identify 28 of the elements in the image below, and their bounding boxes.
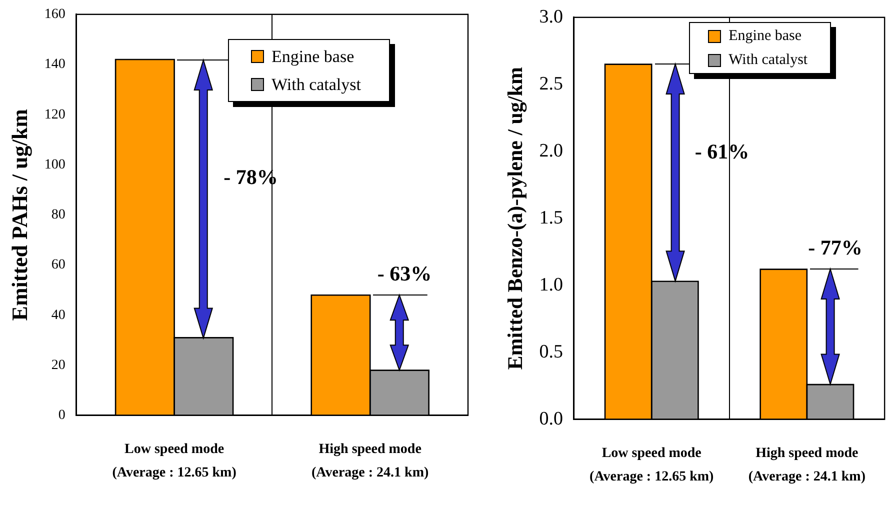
y-axis-title: Emitted PAHs / ug/km xyxy=(6,109,32,321)
x-tick-label: High speed mode (Average : 24.1 km) xyxy=(312,442,430,481)
y-tick-label: 100 xyxy=(44,157,66,172)
y-axis-title: Emitted Benzo-(a)-pylene / ug/km xyxy=(503,66,528,370)
y-tick-label: 2.5 xyxy=(539,73,563,94)
x-tick-label: High speed mode (Average : 24.1 km) xyxy=(748,446,866,485)
annotation: - 77% xyxy=(808,236,862,260)
y-tick-label: 0 xyxy=(58,408,66,424)
y-tick-label: 0.0 xyxy=(539,408,563,430)
y-tick-label: 160 xyxy=(44,7,66,22)
y-tick-label: 1.5 xyxy=(539,207,563,228)
y-tick-label: 3.0 xyxy=(539,6,563,28)
x-tick-label: Low speed mode (Average : 12.65 km) xyxy=(112,442,237,481)
annotation: - 63% xyxy=(377,262,432,286)
y-tick-label: 1.0 xyxy=(539,274,563,296)
legend-label: With catalyst xyxy=(272,74,361,96)
y-tick-label: 80 xyxy=(51,208,66,223)
legend-label: Engine base xyxy=(272,46,354,68)
y-tick-label: 0.5 xyxy=(539,341,563,362)
y-tick-label: 40 xyxy=(51,308,66,323)
y-tick-label: 140 xyxy=(44,57,66,72)
y-tick-label: 120 xyxy=(44,107,66,122)
y-tick-label: 20 xyxy=(51,358,66,373)
x-tick-label: Low speed mode (Average : 12.65 km) xyxy=(590,446,714,485)
y-tick-label: 60 xyxy=(51,258,66,273)
y-tick-label: 2.0 xyxy=(539,140,563,162)
legend-label: With catalyst xyxy=(728,51,808,70)
legend-label: Engine base xyxy=(728,27,802,46)
